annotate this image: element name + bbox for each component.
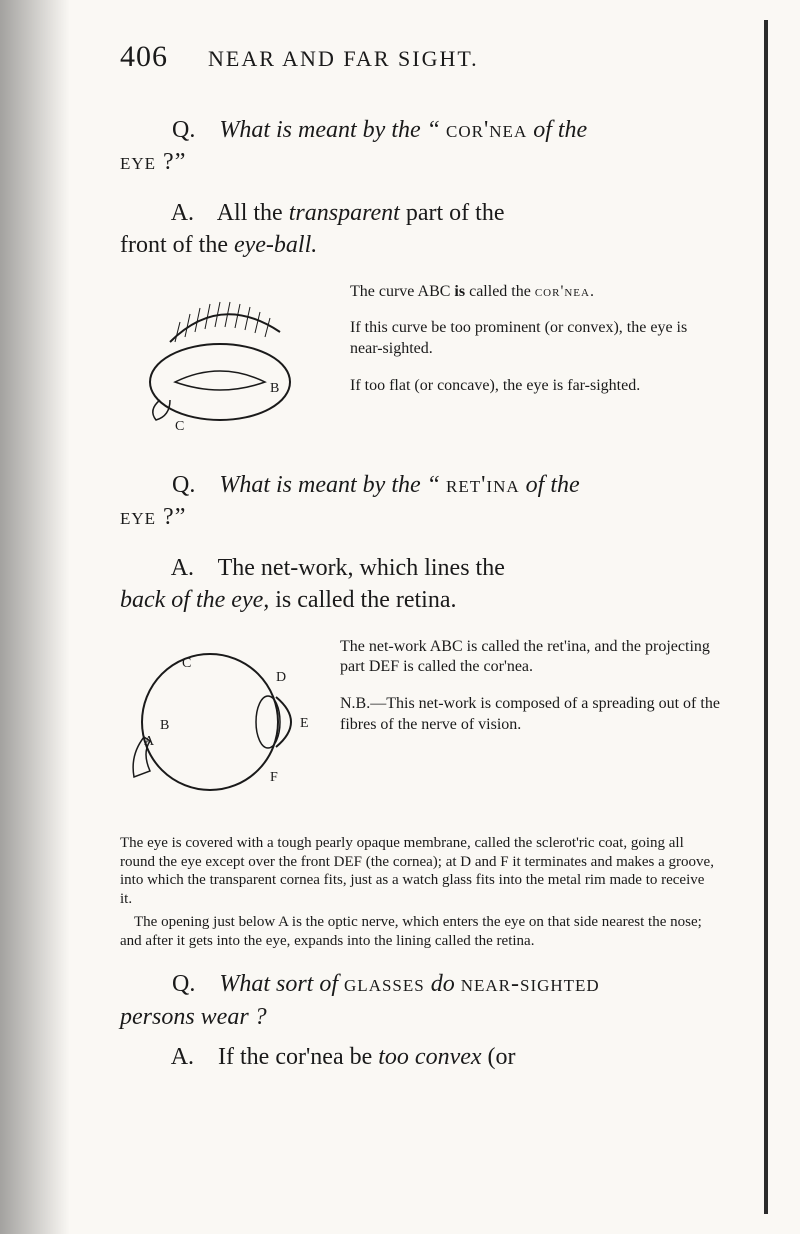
a1-i2: eye-ball. — [234, 232, 317, 258]
q2-label: Q. — [172, 472, 195, 498]
a1-t1: All the — [217, 200, 289, 226]
a3-i1: too convex — [378, 1044, 481, 1070]
q2-post: of the — [520, 472, 580, 498]
q3-sc1: glasses — [344, 971, 425, 997]
a3-t1: If the cor'nea be — [218, 1044, 378, 1070]
q3-sc2: near-sighted — [461, 971, 600, 997]
explanatory-note: The eye is covered with a tough pearly o… — [120, 834, 720, 951]
answer-1: A. All the transparent part of the front… — [120, 197, 720, 262]
a2-l1: The net-work, which lines the — [218, 555, 505, 581]
binding-shadow — [0, 0, 70, 1234]
f1c2: If this curve be too prominent (or conve… — [350, 318, 720, 360]
q2-pre: What is meant by the — [219, 472, 426, 498]
figure-2-row: A B C D E F The net-work ABC is called t… — [120, 637, 720, 816]
label-A: A — [144, 734, 155, 749]
f1c1-post: called the — [465, 283, 535, 300]
f2c1: The net-work ABC is called the ret'ina, … — [340, 637, 720, 679]
a3-label: A. — [171, 1044, 194, 1070]
label-C2: C — [182, 656, 191, 671]
q1-post: of the — [527, 117, 587, 143]
answer-2: A. The net-work, which lines the back of… — [120, 552, 720, 617]
page: 406 NEAR AND FAR SIGHT. Q. What is meant… — [0, 0, 800, 1234]
label-D: D — [276, 670, 286, 685]
answer-3: A. If the cor'nea be too convex (or — [120, 1041, 720, 1073]
note-p2: The opening just below A is the optic ne… — [120, 913, 720, 951]
figure-2-captions: The net-work ABC is called the ret'ina, … — [340, 637, 720, 752]
question-2: Q. What is meant by the “ ret'ina of the… — [120, 469, 720, 534]
f1c1-b: is — [454, 283, 465, 300]
q1-term: cor'nea — [446, 117, 527, 143]
q3-label: Q. — [172, 971, 195, 997]
q2-l2: eye ?” — [120, 504, 186, 530]
question-1: Q. What is meant by the “ cor'nea of the… — [120, 114, 720, 179]
a2-l2-pre: back of the eye, — [120, 587, 269, 613]
a1-t2: part of the — [400, 200, 505, 226]
label-C: C — [175, 419, 184, 434]
eye-retina-diagram: A B C D E F — [120, 637, 320, 807]
f1c1-pre: The curve ABC — [350, 283, 454, 300]
q1-pre: What is meant by the — [219, 117, 426, 143]
q1-line2: eye ?” — [120, 149, 186, 175]
f1c3: If too flat (or concave), the eye is far… — [350, 376, 720, 397]
page-header: 406 NEAR AND FAR SIGHT. — [120, 40, 720, 74]
q2-term: ret'ina — [446, 472, 520, 498]
figure-2: A B C D E F — [120, 637, 320, 816]
q2-open: “ — [427, 472, 446, 498]
body-text: Q. What is meant by the “ cor'nea of the… — [120, 114, 720, 1074]
a1-l2pre: front of the — [120, 232, 234, 258]
label-F: F — [270, 770, 278, 785]
running-head: NEAR AND FAR SIGHT. — [208, 46, 479, 72]
eye-cornea-diagram: B C — [120, 282, 330, 442]
label-B: B — [270, 381, 279, 396]
f2c2: N.B.—This net-work is composed of a spre… — [340, 694, 720, 736]
a2-l2-post: is called the retina. — [269, 587, 456, 613]
q3-l2: persons wear ? — [120, 1004, 267, 1030]
a3-tail: (or — [482, 1044, 516, 1070]
q3-mid: do — [425, 971, 461, 997]
a1-i1: transparent — [289, 200, 400, 226]
q-label: Q. — [172, 117, 195, 143]
a2-label: A. — [171, 555, 194, 581]
q3-pre: What sort of — [219, 971, 344, 997]
question-3: Q. What sort of glasses do near-sighted … — [120, 968, 720, 1033]
note-p1: The eye is covered with a tough pearly o… — [120, 834, 720, 909]
label-E: E — [300, 716, 309, 731]
figure-1: B C — [120, 282, 330, 451]
label-B2: B — [160, 718, 169, 733]
right-margin-rule — [764, 20, 768, 1214]
f1c1-sc: cor'nea. — [535, 283, 595, 300]
page-number: 406 — [120, 40, 168, 74]
q1-quote-open: “ — [427, 117, 446, 143]
figure-1-row: B C The curve ABC is called the cor'nea.… — [120, 282, 720, 451]
a-label: A. — [171, 200, 194, 226]
figure-1-captions: The curve ABC is called the cor'nea. If … — [350, 282, 720, 413]
